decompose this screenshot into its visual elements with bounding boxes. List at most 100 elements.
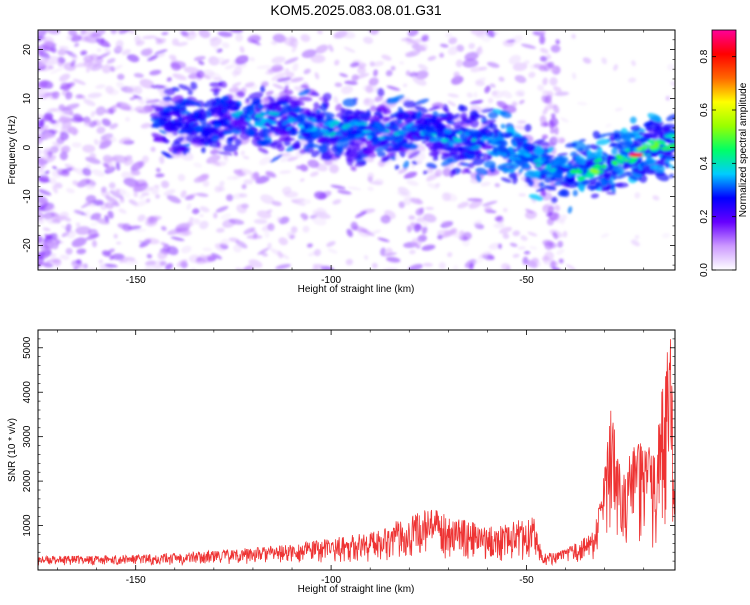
x-tick-label: -150 — [126, 275, 146, 286]
spectrogram-cell — [408, 263, 423, 270]
spectrogram-cell — [198, 60, 205, 66]
spectrogram-cell — [552, 212, 558, 221]
spectrogram-cell — [394, 164, 400, 170]
spectrogram-cell — [201, 146, 206, 154]
spectrogram-cell — [292, 62, 299, 72]
spectrogram-cell — [65, 247, 73, 255]
colorbar-tick-label: 0.4 — [699, 156, 710, 170]
spectrogram-cell — [462, 58, 479, 68]
spectrogram-cell — [80, 50, 88, 56]
spectrogram-cell — [160, 225, 167, 231]
spectrogram-cell — [186, 203, 192, 211]
spectrogram-cell — [72, 209, 83, 215]
spectrogram-cell — [276, 99, 289, 105]
spectrogram-cell — [497, 149, 502, 153]
spectrogram-cell — [100, 186, 107, 193]
spectrogram-cell — [422, 262, 433, 267]
spectrogram-cell — [628, 157, 638, 164]
spectrogram-cell — [90, 63, 103, 71]
spectrogram-cell — [398, 120, 403, 125]
spectrogram-cell — [639, 160, 645, 169]
spectrogram-cell — [106, 88, 119, 96]
spectrogram-cell — [50, 211, 59, 218]
spectrogram-cell — [106, 58, 116, 64]
spectrogram-cell — [95, 106, 106, 116]
spectrogram-cell — [316, 207, 327, 215]
spectrogram-cell — [416, 198, 421, 204]
spectrogram-cell — [42, 262, 54, 268]
spectrogram-cell — [500, 177, 512, 183]
spectrogram-cell — [567, 163, 578, 170]
spectrogram-cell — [440, 138, 448, 142]
spectrogram-cell — [550, 44, 561, 53]
spectrogram-cell — [403, 197, 412, 206]
spectrogram-cell — [529, 245, 538, 250]
spectrogram-cell — [418, 126, 425, 132]
spectrogram-cell — [386, 85, 401, 91]
spectrogram-cell — [235, 33, 244, 42]
spectrogram-cell — [300, 34, 311, 43]
spectrogram-cell — [118, 137, 132, 144]
spectrogram-cell — [290, 100, 298, 109]
spectrogram-cell — [272, 83, 285, 90]
spectrogram-cell — [385, 247, 393, 256]
spectrogram-cell — [314, 191, 327, 200]
spectrogram-cell — [299, 178, 305, 182]
spectrogram-cell — [394, 137, 404, 143]
spectrogram-cell — [300, 213, 309, 220]
spectrogram-cell — [266, 209, 273, 214]
spectrogram-cell — [140, 122, 152, 129]
spectrogram-cell — [86, 65, 91, 73]
spectrogram-cell — [88, 267, 96, 270]
spectrogram-cell — [397, 130, 407, 136]
spectrogram-cell — [405, 122, 414, 129]
spectrogram-cell — [254, 120, 261, 125]
spectrogram-cell — [371, 262, 378, 269]
spectrogram-cell — [663, 144, 668, 149]
colorbar-tick-label: 0.2 — [699, 209, 710, 223]
spectrogram-cell — [403, 100, 417, 108]
spectrogram-cell — [311, 266, 320, 270]
spectrogram-cell — [473, 257, 485, 264]
spectrogram-cell — [657, 151, 674, 156]
spectrogram-cell — [489, 83, 496, 88]
spectrogram-cell — [136, 98, 142, 103]
spectrogram-cell — [269, 154, 283, 163]
spectrogram-cell — [613, 133, 618, 139]
spectrogram-cell — [367, 186, 374, 192]
spectrogram-cell — [512, 176, 518, 185]
spectrogram-cell — [582, 57, 592, 64]
spectrogram-cell — [112, 154, 128, 164]
spectrogram-cell — [320, 128, 330, 134]
spectrogram-cell — [471, 138, 477, 143]
spectrogram-cell — [85, 164, 92, 169]
spectrogram-cell — [561, 164, 571, 169]
spectrogram-cell — [501, 90, 513, 99]
snr-xlabel: Height of straight line (km) — [298, 584, 415, 595]
spectrogram-cell — [145, 97, 158, 106]
spectrogram-cell — [64, 163, 77, 171]
spectrogram-cell — [334, 59, 340, 66]
spectrogram-cell — [487, 61, 500, 68]
spectrogram-cell — [128, 184, 137, 188]
spectrogram-cell — [614, 107, 623, 112]
spectrogram-cell — [232, 70, 238, 78]
spectrogram-cell — [178, 145, 187, 152]
spectrogram-cell — [551, 266, 561, 270]
spectrogram-cell — [612, 171, 618, 180]
spectrogram-cell — [173, 108, 187, 113]
spectrogram-cell — [171, 38, 180, 46]
spectrogram-cell — [195, 125, 202, 134]
spectrogram-cell — [539, 30, 546, 36]
spectrogram-cell — [515, 125, 527, 130]
spectrogram-cell — [215, 205, 229, 213]
spectrogram-cell — [211, 160, 227, 167]
spectrogram-cell — [82, 144, 96, 153]
spectrogram-cell — [413, 223, 422, 233]
spectrogram-cell — [455, 59, 463, 68]
spectrogram-cell — [210, 119, 226, 126]
spectrogram-cell — [43, 47, 55, 52]
spectrogram-cell — [339, 107, 346, 114]
spectrogram-cell — [143, 105, 154, 113]
spectrogram-cell — [221, 42, 230, 49]
